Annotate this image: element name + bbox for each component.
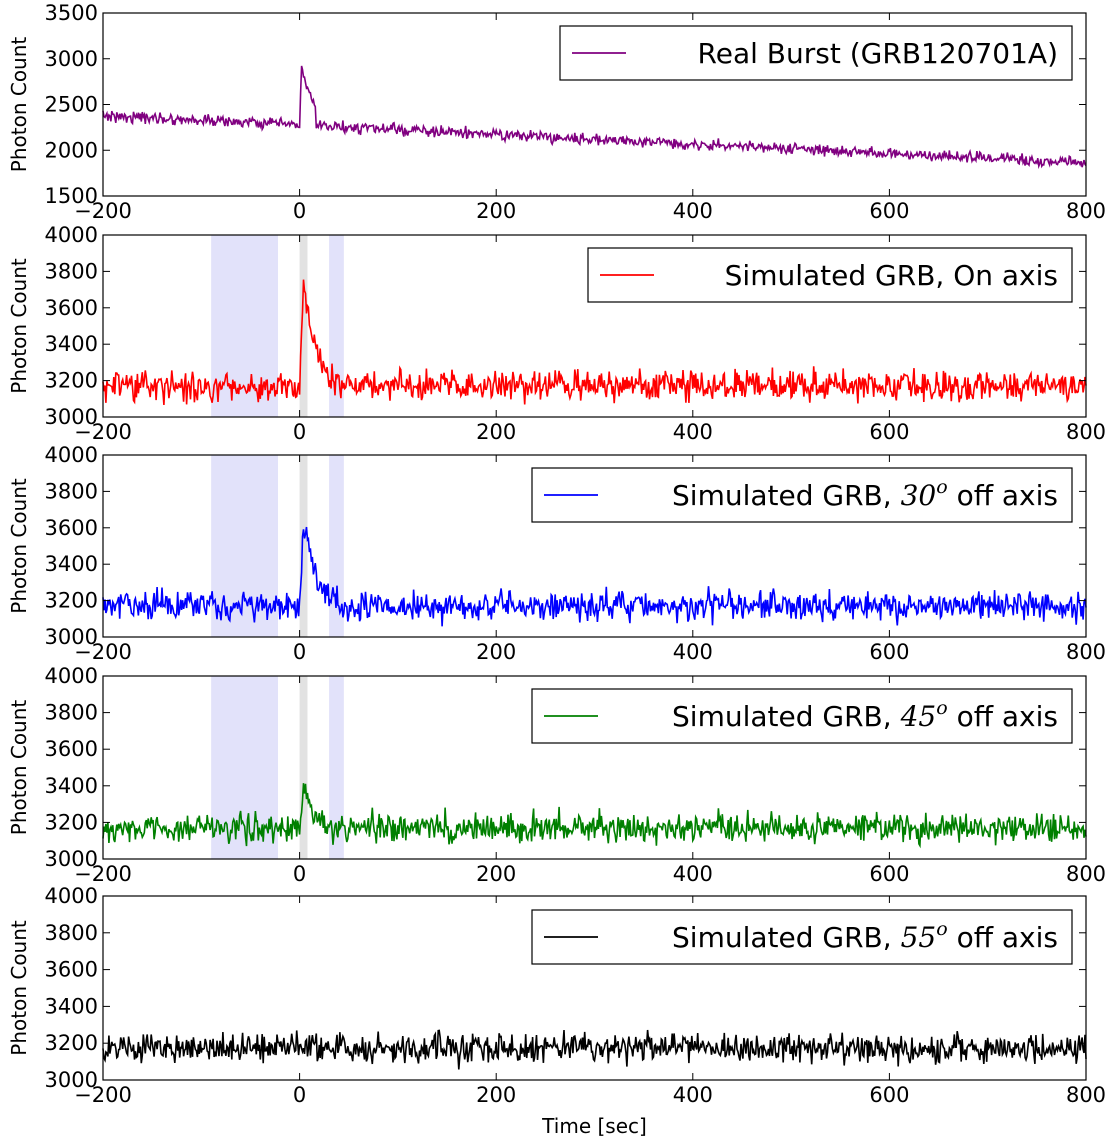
x-tick-label: 200 — [476, 199, 516, 223]
y-axis-label: Photon Count — [7, 920, 31, 1056]
legend: Simulated GRB, 55o off axis — [531, 909, 1073, 965]
y-tick-label: 3400 — [45, 994, 98, 1018]
y-tick-label: 3000 — [45, 625, 98, 649]
shaded-region-2 — [299, 235, 308, 417]
plot-frame — [102, 454, 1087, 638]
plot-frame — [102, 234, 1087, 418]
x-axis-label: Time [sec] — [541, 1114, 647, 1138]
x-tick-label: −200 — [74, 420, 132, 444]
x-tick-label: 400 — [673, 862, 713, 886]
y-tick-label: 2500 — [45, 93, 98, 117]
legend-box — [587, 247, 1073, 303]
y-tick-label: 3400 — [45, 552, 98, 576]
panel-5: −200 0 200 400 600 800 3000 3200 3400 3600 3800 400… — [7, 884, 1106, 1138]
x-tick-label: −200 — [74, 640, 132, 664]
x-tick-label: 0 — [293, 640, 306, 664]
y-axis-label: Photon Count — [7, 37, 31, 173]
y-tick-label: 3600 — [45, 516, 98, 540]
y-tick-label: 3600 — [45, 958, 98, 982]
x-tick-label: −200 — [74, 1083, 132, 1107]
x-tick-label: 0 — [293, 420, 306, 444]
panel-4: −200 0 200 400 600 800 3000 3200 3400 3600 3800 400… — [7, 664, 1106, 886]
y-tick-label: 4000 — [45, 443, 98, 467]
y-tick-label: 3200 — [45, 1031, 98, 1055]
plot-frame — [102, 895, 1087, 1081]
shaded-region-2 — [299, 676, 308, 859]
y-tick-label: 3400 — [45, 332, 98, 356]
plot-frame — [102, 675, 1087, 860]
legend-box — [559, 25, 1073, 81]
legend-box — [531, 467, 1073, 523]
series-line-2 — [102, 279, 1087, 405]
y-tick-label: 2000 — [45, 138, 98, 162]
panel-2: −200 0 200 400 600 800 3000 3200 3400 3600 3800 400… — [7, 223, 1106, 444]
y-tick-label: 3800 — [45, 921, 98, 945]
x-tick-label: 0 — [293, 199, 306, 223]
x-tick-label: 200 — [476, 420, 516, 444]
x-tick-label: 400 — [673, 420, 713, 444]
x-tick-label: 400 — [673, 640, 713, 664]
y-axis-label: Photon Count — [7, 258, 31, 394]
legend: Simulated GRB, 45o off axis — [531, 688, 1073, 744]
series-line-4 — [102, 783, 1087, 849]
series-line-3 — [102, 526, 1087, 627]
y-tick-label: 4000 — [45, 223, 98, 247]
legend-box — [531, 909, 1073, 965]
y-tick-label: 3000 — [45, 847, 98, 871]
legend: Simulated GRB, On axis — [587, 247, 1073, 303]
y-tick-label: 3200 — [45, 369, 98, 393]
series-line-1 — [102, 65, 1087, 170]
x-tick-label: 600 — [869, 1083, 909, 1107]
y-tick-label: 3800 — [45, 701, 98, 725]
x-tick-label: 800 — [1066, 420, 1106, 444]
y-tick-label: 1500 — [45, 184, 98, 208]
x-tick-label: 600 — [869, 862, 909, 886]
legend-label: Real Burst (GRB120701A) — [698, 37, 1058, 70]
y-tick-label: 3000 — [45, 405, 98, 429]
x-tick-label: 800 — [1066, 640, 1106, 664]
series-line-5 — [102, 1029, 1087, 1070]
x-tick-label: 600 — [869, 420, 909, 444]
y-tick-label: 4000 — [45, 664, 98, 688]
y-tick-label: 4000 — [45, 884, 98, 908]
y-tick-label: 3600 — [45, 737, 98, 761]
panel-1: −200 0 200 400 600 800 1500 2000 2500 3000 3500 Pho… — [7, 1, 1106, 223]
y-tick-label: 3200 — [45, 589, 98, 613]
x-tick-label: 0 — [293, 1083, 306, 1107]
legend-label: Simulated GRB, 45o off axis — [672, 697, 1058, 733]
x-tick-label: 800 — [1066, 1083, 1106, 1107]
x-tick-label: 800 — [1066, 199, 1106, 223]
y-tick-label: 3000 — [45, 47, 98, 71]
y-tick-label: 3800 — [45, 259, 98, 283]
x-tick-label: 200 — [476, 1083, 516, 1107]
x-tick-label: 0 — [293, 862, 306, 886]
y-tick-label: 3500 — [45, 1, 98, 25]
legend-label: Simulated GRB, On axis — [725, 259, 1058, 292]
x-tick-label: 800 — [1066, 862, 1106, 886]
y-tick-label: 3200 — [45, 810, 98, 834]
shaded-region-3 — [329, 676, 344, 859]
panel-3: −200 0 200 400 600 800 3000 3200 3400 3600 3800 400… — [7, 443, 1106, 664]
legend-label: Simulated GRB, 55o off axis — [672, 918, 1058, 954]
y-axis-label: Photon Count — [7, 700, 31, 836]
x-tick-label: −200 — [74, 199, 132, 223]
legend-label: Simulated GRB, 30o off axis — [672, 476, 1058, 512]
x-tick-label: −200 — [74, 862, 132, 886]
shaded-region-2 — [299, 455, 308, 637]
x-tick-label: 200 — [476, 640, 516, 664]
y-tick-label: 3600 — [45, 296, 98, 320]
x-tick-label: 400 — [673, 199, 713, 223]
x-tick-label: 600 — [869, 640, 909, 664]
y-tick-label: 3800 — [45, 479, 98, 503]
legend-box — [531, 688, 1073, 744]
legend: Simulated GRB, 30o off axis — [531, 467, 1073, 523]
y-tick-label: 3400 — [45, 774, 98, 798]
x-tick-label: 200 — [476, 862, 516, 886]
x-tick-label: 600 — [869, 199, 909, 223]
y-axis-label: Photon Count — [7, 478, 31, 614]
y-tick-label: 3000 — [45, 1068, 98, 1092]
legend: Real Burst (GRB120701A) — [559, 25, 1073, 81]
x-tick-label: 400 — [673, 1083, 713, 1107]
